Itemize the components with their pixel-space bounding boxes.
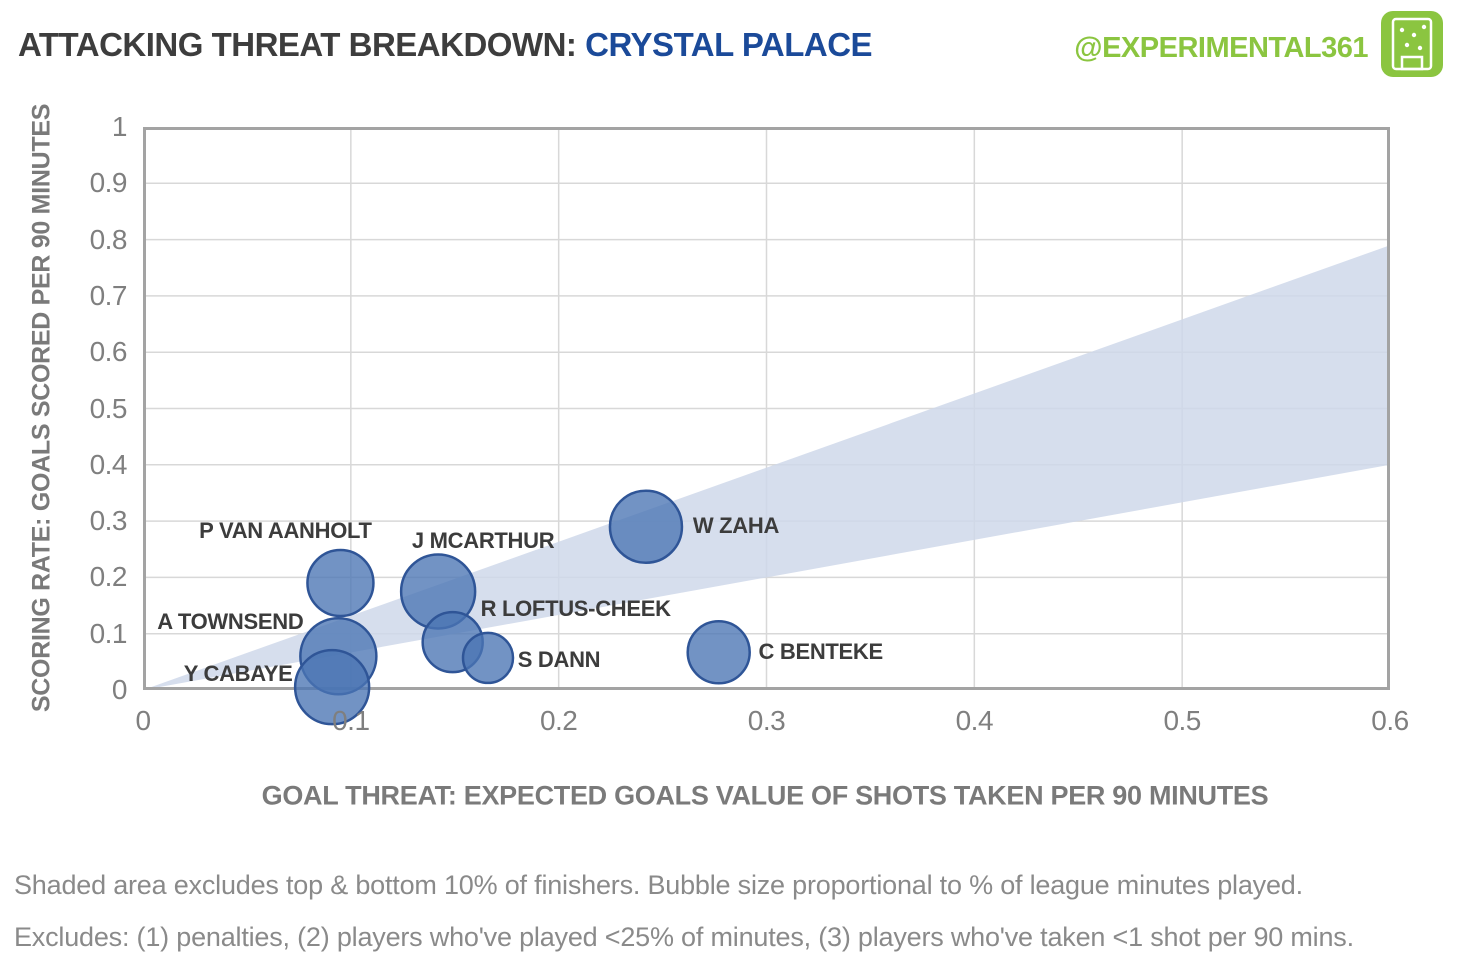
plot-border — [143, 127, 1390, 690]
x-tick-label-0-1: 0.1 — [332, 705, 370, 736]
bubble-c-benteke — [686, 620, 751, 685]
plot-canvas — [143, 127, 1390, 726]
twitter-handle: @EXPERIMENTAL361 — [1074, 32, 1368, 64]
x-tick-label-0: 0 — [135, 705, 151, 736]
y-tick-label-0-1: 0.1 — [89, 617, 128, 649]
y-tick-label-0-8: 0.8 — [89, 223, 128, 255]
player-label-j-mcarthur: J MCARTHUR — [411, 528, 555, 554]
page-title: ATTACKING THREAT BREAKDOWN: CRYSTAL PALA… — [18, 26, 873, 64]
y-tick-label-0: 0 — [111, 674, 128, 705]
player-label-w-zaha: W ZAHA — [692, 512, 780, 538]
player-label-y-cabaye: Y CABAYE — [183, 661, 293, 687]
x-axis-title: GOAL THREAT: EXPECTED GOALS VALUE OF SHO… — [261, 780, 1269, 811]
y-tick-label-0-2: 0.2 — [89, 561, 128, 593]
y-tick-label-0-6: 0.6 — [89, 336, 128, 368]
x-tick-label-0-2: 0.2 — [539, 705, 578, 736]
bubble-w-zaha — [608, 489, 684, 564]
player-label-s-dann: S DANN — [517, 646, 601, 672]
y-tick-label-0-4: 0.4 — [89, 448, 128, 480]
y-tick-label-0-3: 0.3 — [89, 505, 128, 537]
bubble-p-van-aanholt — [306, 548, 375, 618]
player-label-c-benteke: C BENTEKE — [758, 639, 883, 665]
y-tick-label-0-7: 0.7 — [89, 279, 128, 311]
y-tick-label-0-9: 0.9 — [89, 167, 128, 199]
x-tick-label-0-5: 0.5 — [1163, 705, 1201, 736]
player-label-p-van-aanholt: P VAN AANHOLT — [199, 518, 372, 544]
y-tick-label-1: 1 — [111, 111, 128, 142]
bubble-s-dann — [461, 631, 515, 685]
y-tick-label-0-5: 0.5 — [89, 392, 128, 424]
player-label-a-townsend: A TOWNSEND — [157, 609, 304, 635]
x-tick-label-0-3: 0.3 — [747, 705, 786, 736]
plot-area: 0 0.1 0.2 0.3 0.4 0.5 0.6 0 0.1 0.2 0.3 0.4 0.5 0.6 0.… — [90, 111, 1410, 736]
bubble-y-cabaye — [293, 648, 371, 726]
player-label-r-loftus-cheek: R LOFTUS-CHEEK — [480, 596, 671, 622]
title-team-name: CRYSTAL PALACE — [585, 26, 873, 63]
football-pitch-icon — [1381, 11, 1443, 77]
footnote-line-1: Shaded area excludes top & bottom 10% of… — [14, 870, 1303, 900]
y-axis-title: SCORING RATE: GOALS SCORED PER 90 MINUTE… — [27, 103, 56, 713]
title-prefix: ATTACKING THREAT BREAKDOWN: — [18, 26, 577, 63]
x-tick-label-0-4: 0.4 — [955, 705, 994, 736]
footnote-line-2: Excludes: (1) penalties, (2) players who… — [14, 922, 1354, 952]
x-tick-label-0-6: 0.6 — [1371, 705, 1409, 736]
